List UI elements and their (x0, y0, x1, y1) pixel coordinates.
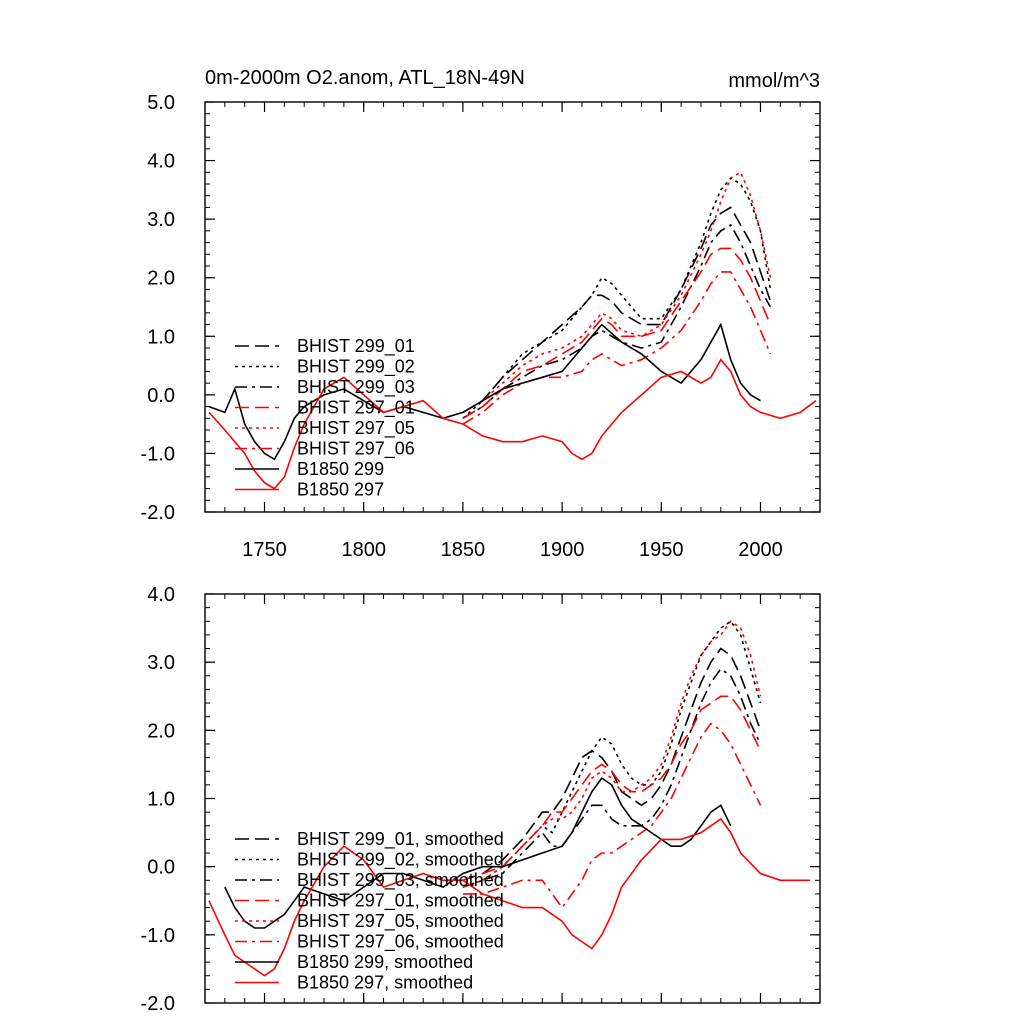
y-tick-label: 1.0 (147, 789, 175, 811)
y-tick-label: 2.0 (147, 268, 175, 290)
top-panel-title: 0m-2000m O2.anom, ATL_18N-49N (205, 67, 525, 89)
x-tick-label: 1900 (540, 539, 585, 561)
plot-frame (204, 101, 821, 513)
y-tick-label: -2.0 (141, 502, 175, 524)
series-line-bhist-299-01-smoothed (462, 647, 762, 882)
series-line-bhist-299-01 (462, 206, 772, 414)
x-tick-label: 1950 (639, 539, 684, 561)
series-line-b1850-297 (208, 358, 817, 490)
y-tick-label: 3.0 (147, 209, 175, 231)
legend-label: BHIST 299_01, smoothed (297, 829, 504, 850)
legend-label: BHIST 297_05, smoothed (297, 911, 504, 932)
series-line-bhist-297-05 (462, 171, 772, 414)
series-line-bhist-297-01 (462, 247, 772, 419)
series-line-bhist-297-06-smoothed (462, 722, 762, 909)
legend-label: BHIST 299_01 (297, 336, 415, 357)
x-tick-label: 1850 (441, 539, 486, 561)
y-tick-label: 1.0 (147, 326, 175, 348)
series-line-bhist-299-03-smoothed (462, 667, 762, 888)
legend-label: BHIST 299_02, smoothed (297, 850, 504, 871)
legend-label: B1850 299, smoothed (297, 952, 473, 972)
top-panel: 0m-2000m O2.anom, ATL_18N-49N mmol/m^3 B… (141, 67, 821, 561)
y-tick-label: 0.0 (147, 385, 175, 407)
y-tick-label: 2.0 (147, 720, 175, 742)
legend-label: BHIST 297_06, smoothed (297, 932, 504, 953)
x-tick-label: 1800 (341, 539, 386, 561)
bottom-axes: -2.0 -1.0 0.0 1.0 2.0 3.0 4.0 (141, 584, 821, 1015)
y-tick-label: 3.0 (147, 652, 175, 674)
bottom-series-layer (208, 620, 811, 977)
top-axes: -2.0 -1.0 0.0 1.0 2.0 3.0 4.0 5.0 1750 1800 1850 19… (141, 92, 821, 561)
top-series-layer (208, 171, 817, 490)
legend-label: B1850 299 (297, 459, 384, 479)
y-tick-label: -2.0 (141, 993, 175, 1015)
y-tick-label: 0.0 (147, 857, 175, 879)
series-line-bhist-299-03 (462, 223, 772, 419)
legend-label: BHIST 299_03 (297, 377, 415, 398)
series-line-b1850-299-smoothed (224, 776, 732, 929)
series-line-bhist-297-05-smoothed (462, 620, 762, 888)
legend-label: BHIST 297_06 (297, 439, 415, 460)
legend-label: BHIST 297_01, smoothed (297, 891, 504, 912)
legend-label: BHIST 299_03, smoothed (297, 870, 504, 891)
legend-label: BHIST 297_05 (297, 418, 415, 439)
y-tick-label: 4.0 (147, 584, 175, 606)
legend-label: BHIST 299_02 (297, 357, 415, 378)
series-line-bhist-299-02 (462, 177, 772, 419)
legend-label: B1850 297, smoothed (297, 973, 473, 993)
y-tick-label: -1.0 (141, 925, 175, 947)
x-tick-label: 2000 (738, 539, 783, 561)
series-line-bhist-299-02-smoothed (462, 620, 762, 888)
x-tick-label: 1750 (242, 539, 287, 561)
series-line-b1850-299 (208, 322, 761, 461)
series-line-b1850-297-smoothed (208, 817, 811, 977)
legend-label: BHIST 297_01 (297, 398, 415, 419)
top-panel-units: mmol/m^3 (728, 70, 820, 92)
legend-label: B1850 297 (297, 480, 384, 500)
y-tick-label: -1.0 (141, 443, 175, 465)
y-tick-label: 5.0 (147, 92, 175, 114)
y-tick-label: 4.0 (147, 151, 175, 173)
